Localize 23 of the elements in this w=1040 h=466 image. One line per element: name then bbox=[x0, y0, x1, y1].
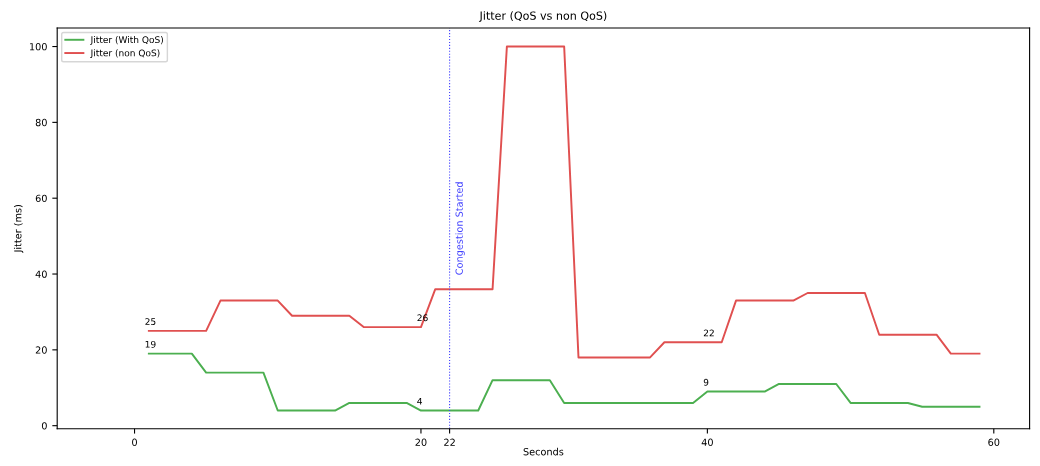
annotation: 19 bbox=[145, 340, 156, 348]
legend-label: Jitter (non QoS) bbox=[90, 49, 160, 58]
x-axis-title: Seconds bbox=[523, 447, 564, 456]
x-tick-label: 40 bbox=[701, 438, 713, 446]
annotation: 25 bbox=[145, 318, 156, 325]
legend-label: Jitter (With QoS) bbox=[90, 36, 163, 45]
y-tick-label: 80 bbox=[35, 118, 47, 127]
y-tick-label: 40 bbox=[35, 270, 47, 278]
y-tick-label: 20 bbox=[35, 346, 47, 354]
annotation: 22 bbox=[703, 329, 714, 337]
y-axis-title: Jitter (ms) bbox=[13, 204, 24, 254]
line-series bbox=[147, 352, 981, 412]
x-tick-label: 0 bbox=[132, 438, 137, 446]
annotation: 4 bbox=[417, 397, 423, 405]
annotation: 9 bbox=[703, 378, 709, 386]
x-tick-label: 22 bbox=[444, 438, 455, 446]
ref-line-label: Congestion Started bbox=[455, 182, 465, 275]
chart-title: Jitter (QoS vs non QoS) bbox=[478, 11, 607, 22]
y-tick-label: 0 bbox=[41, 422, 47, 430]
y-tick-label: 60 bbox=[35, 194, 47, 203]
x-tick-label: 60 bbox=[988, 438, 1000, 446]
y-tick-label: 100 bbox=[29, 43, 47, 51]
x-tick-label: 20 bbox=[415, 438, 427, 446]
